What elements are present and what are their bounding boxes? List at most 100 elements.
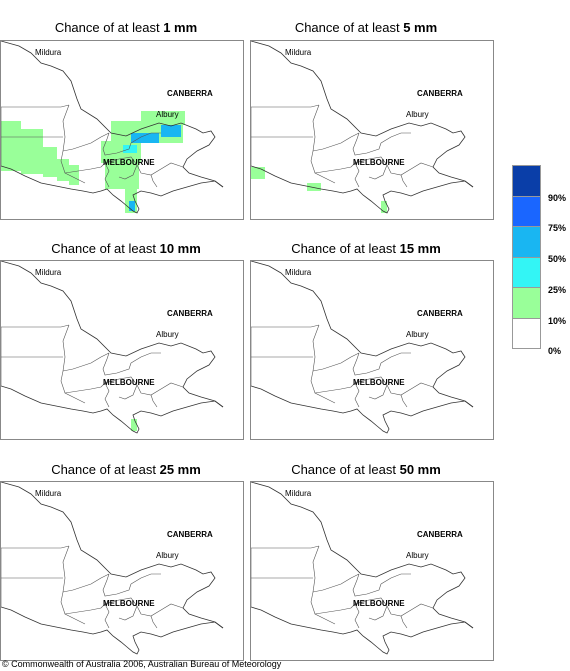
district-border	[130, 132, 161, 144]
legend-swatch	[512, 256, 541, 287]
state-border	[251, 41, 474, 188]
legend-label-10: 10%	[548, 316, 567, 326]
district-border	[310, 370, 336, 404]
district-border	[312, 573, 360, 593]
rain-area-northeast	[141, 111, 185, 125]
state-border	[1, 41, 224, 188]
rain-area-west	[57, 159, 69, 181]
city-label-melbourne: MELBOURNE	[353, 599, 405, 608]
rain-area-west	[43, 147, 57, 177]
coastline	[1, 385, 224, 434]
district-border	[150, 394, 158, 408]
legend-swatch	[512, 287, 541, 318]
rain-area-south	[381, 201, 387, 213]
rain-area-west	[251, 167, 265, 179]
district-border	[400, 615, 408, 629]
city-label-mildura: Mildura	[35, 268, 62, 277]
district-border	[352, 352, 382, 376]
district-border	[62, 545, 70, 593]
legend-label-90: 90%	[548, 193, 567, 203]
district-border	[1, 104, 70, 108]
district-border	[400, 394, 408, 408]
state-border	[251, 261, 474, 408]
map-10mm: Mildura CANBERRA Albury MELBOURNE	[0, 260, 244, 440]
rain-area-west	[21, 129, 43, 174]
district-border	[1, 545, 70, 549]
coastline	[1, 606, 224, 655]
city-label-albury: Albury	[156, 551, 179, 560]
city-label-albury: Albury	[406, 551, 429, 560]
rain-area-west	[69, 165, 79, 185]
city-label-canberra: CANBERRA	[417, 89, 463, 98]
district-border	[104, 162, 110, 188]
district-border	[354, 162, 360, 188]
district-border	[310, 150, 336, 184]
coastline	[251, 165, 474, 214]
city-label-melbourne: MELBOURNE	[103, 378, 155, 387]
title-amount: 25 mm	[159, 462, 201, 477]
panel-title-5mm: Chance of at least 5 mm	[246, 20, 486, 35]
city-label-mildura: Mildura	[285, 268, 312, 277]
map-1mm: Mildura CANBERRA Albury MELBOURNE	[0, 40, 244, 220]
city-label-melbourne: MELBOURNE	[353, 378, 405, 387]
district-border	[64, 162, 106, 174]
district-border	[251, 324, 320, 328]
city-label-albury: Albury	[156, 110, 179, 119]
district-border	[312, 104, 320, 152]
city-label-melbourne: MELBOURNE	[103, 599, 155, 608]
map-canvas	[251, 482, 474, 655]
district-border	[62, 573, 110, 593]
legend-swatch	[512, 317, 541, 349]
district-border	[150, 174, 158, 188]
district-border	[62, 104, 70, 152]
district-border	[380, 573, 411, 585]
city-label-melbourne: MELBOURNE	[103, 158, 155, 167]
district-border	[251, 104, 320, 108]
title-amount: 1 mm	[163, 20, 198, 35]
coastline	[251, 385, 474, 434]
district-border	[102, 352, 132, 376]
panel-title-10mm: Chance of at least 10 mm	[6, 241, 246, 256]
city-label-albury: Albury	[406, 110, 429, 119]
panel-title-50mm: Chance of at least 50 mm	[246, 462, 486, 477]
district-border	[354, 156, 434, 176]
panel-title-1mm: Chance of at least 1 mm	[6, 20, 246, 35]
map-25mm: Mildura CANBERRA Albury MELBOURNE	[0, 481, 244, 661]
district-border	[354, 382, 360, 408]
district-border	[104, 603, 110, 629]
title-amount: 5 mm	[403, 20, 438, 35]
title-prefix: Chance of at least	[291, 462, 400, 477]
city-label-canberra: CANBERRA	[167, 89, 213, 98]
title-prefix: Chance of at least	[291, 241, 400, 256]
district-border	[354, 376, 434, 396]
district-border	[314, 382, 356, 394]
title-amount: 15 mm	[399, 241, 441, 256]
district-border	[312, 352, 360, 372]
rain-area-high	[161, 125, 181, 137]
city-label-albury: Albury	[156, 330, 179, 339]
title-prefix: Chance of at least	[294, 20, 404, 35]
legend-swatch	[512, 226, 541, 257]
district-border	[368, 164, 388, 180]
map-50mm: Mildura CANBERRA Albury MELBOURNE	[250, 481, 494, 661]
map-canvas	[1, 482, 224, 655]
rain-area-high	[129, 201, 135, 211]
district-border	[104, 156, 184, 176]
coastline	[251, 606, 474, 655]
map-canvas	[251, 261, 474, 434]
district-border	[104, 597, 184, 617]
city-label-mildura: Mildura	[35, 48, 62, 57]
city-label-mildura: Mildura	[285, 489, 312, 498]
city-label-canberra: CANBERRA	[417, 530, 463, 539]
district-border	[64, 382, 106, 394]
map-canvas	[1, 41, 224, 214]
map-canvas	[1, 261, 224, 434]
rain-area-west	[1, 121, 21, 171]
legend-label-25: 25%	[548, 285, 567, 295]
state-border	[1, 482, 224, 629]
district-border	[312, 132, 360, 152]
district-border	[102, 132, 132, 156]
district-border	[150, 615, 158, 629]
district-border	[60, 591, 86, 625]
district-border	[368, 384, 388, 400]
